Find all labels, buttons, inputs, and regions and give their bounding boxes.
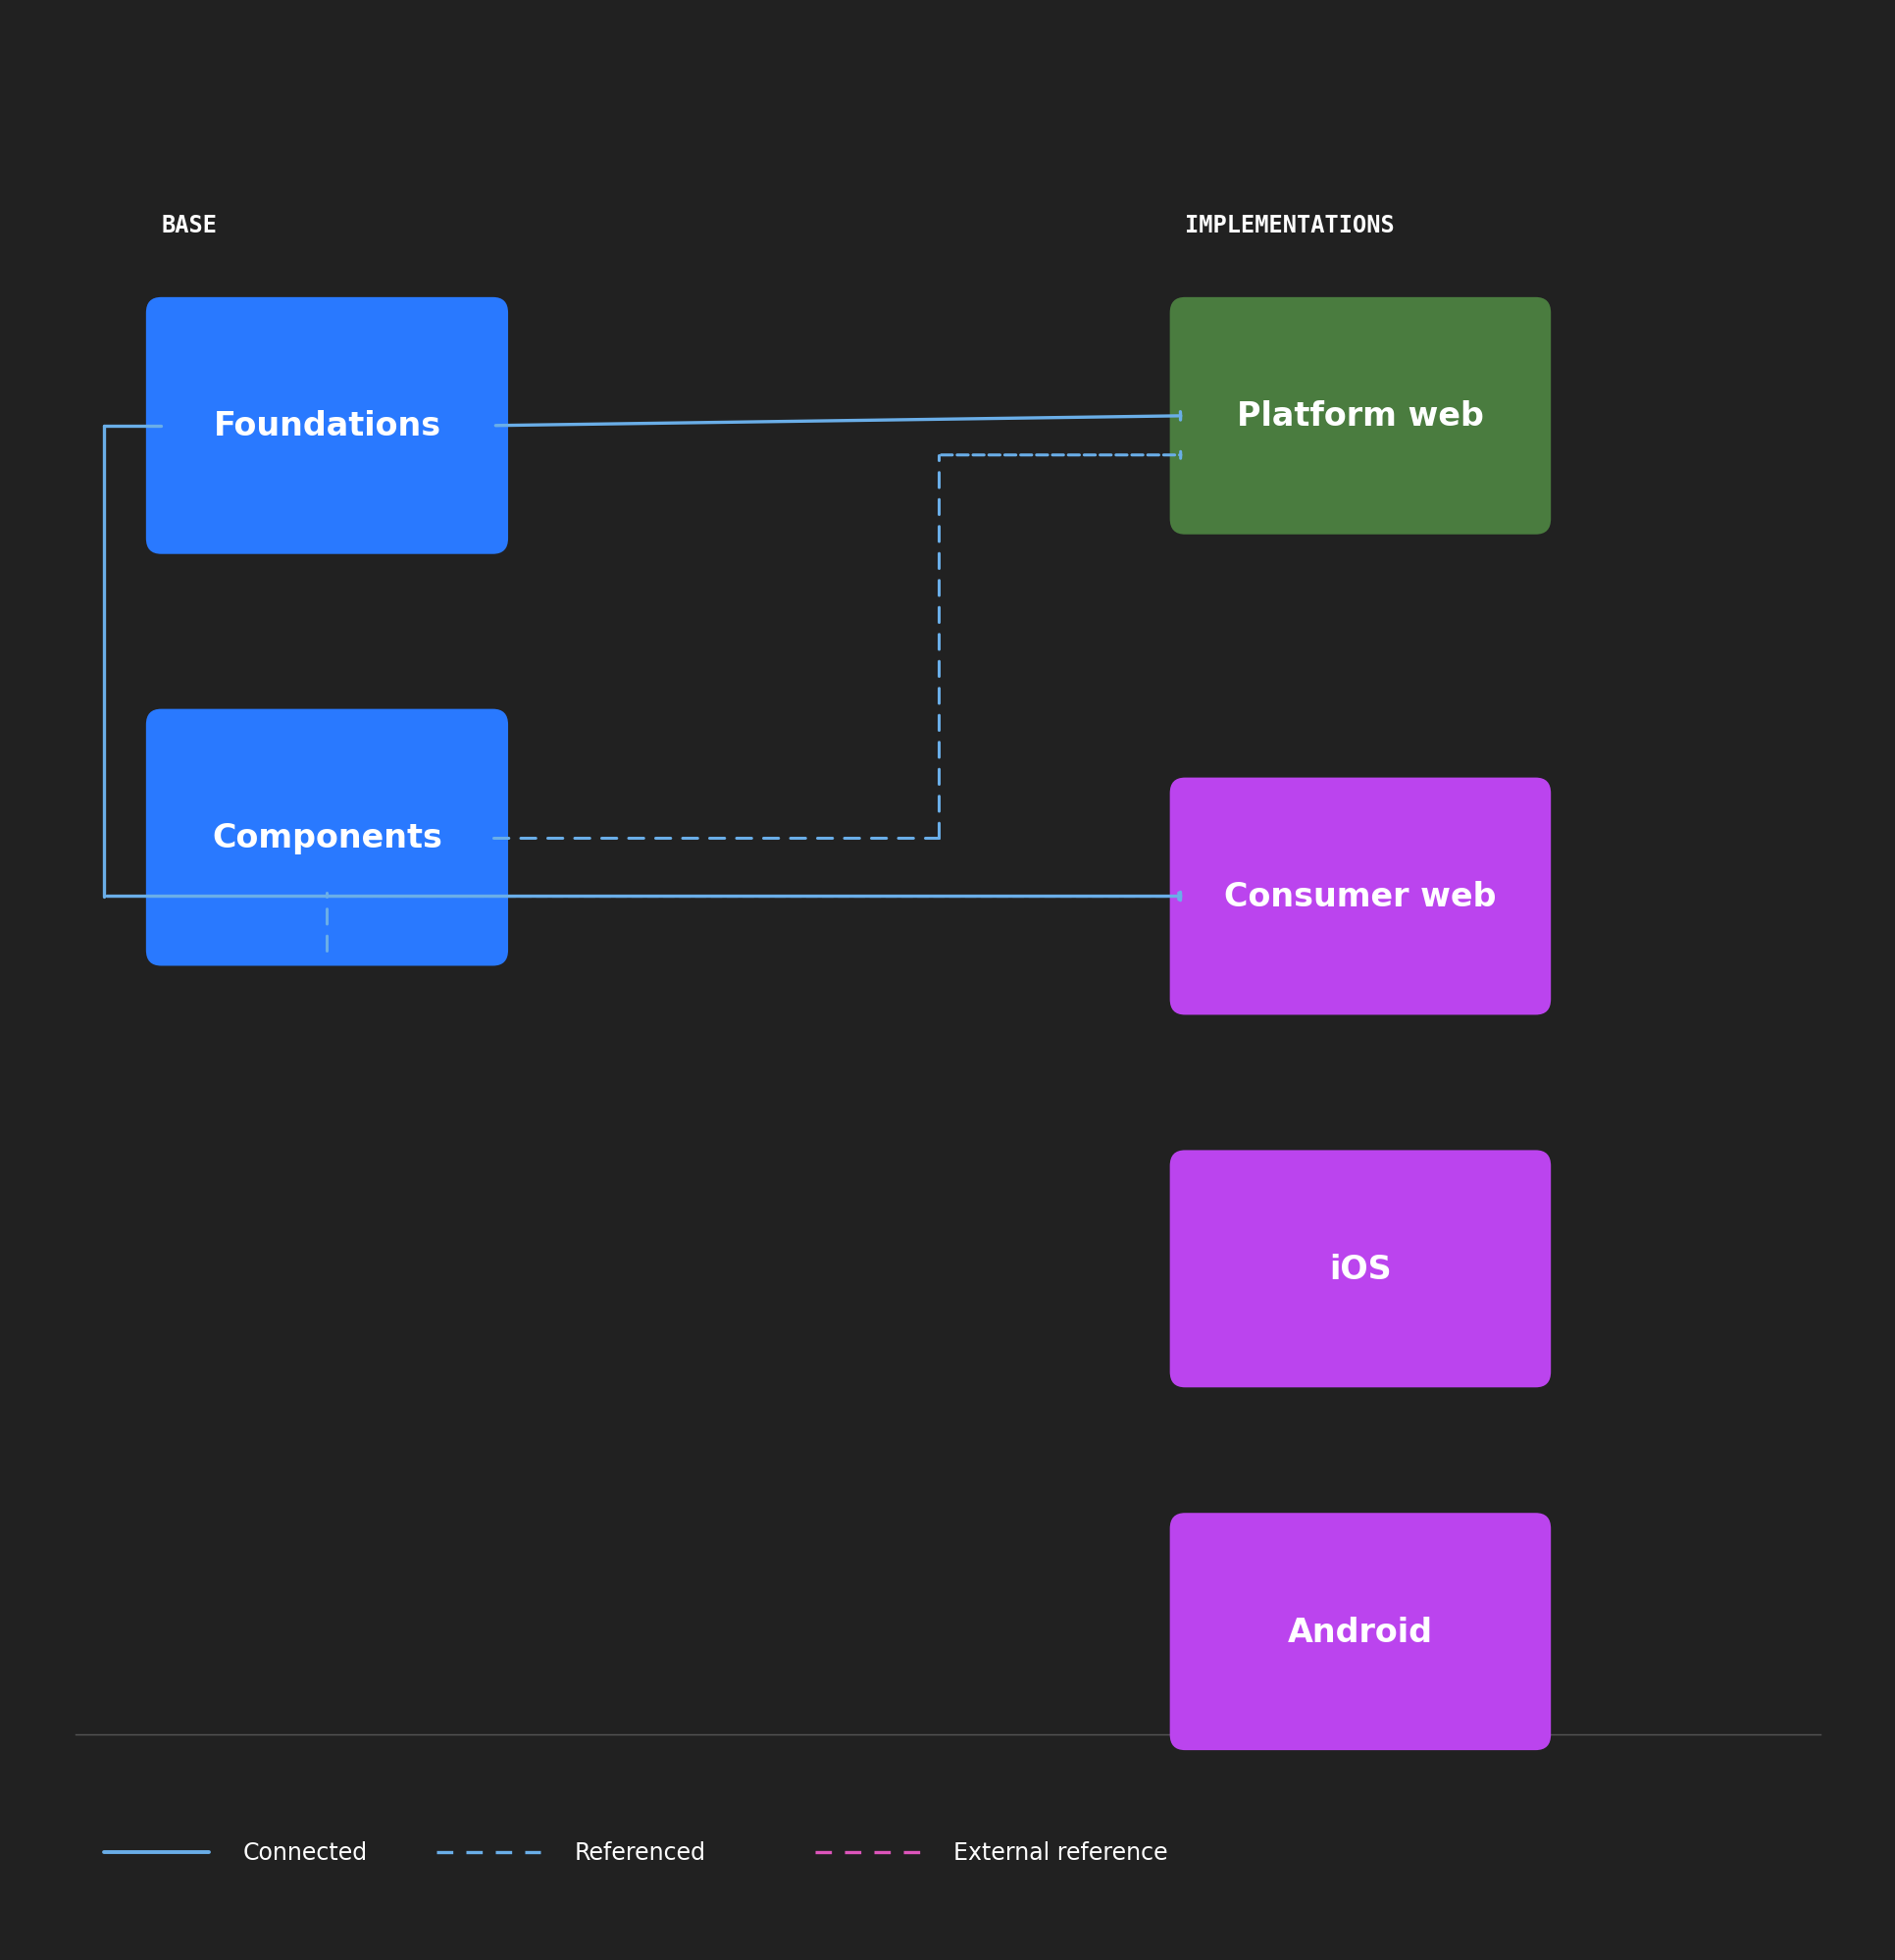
Text: Consumer web: Consumer web xyxy=(1224,880,1495,913)
Text: Foundations: Foundations xyxy=(212,410,442,443)
Text: Components: Components xyxy=(212,821,442,855)
FancyBboxPatch shape xyxy=(1169,298,1550,535)
Text: IMPLEMENTATIONS: IMPLEMENTATIONS xyxy=(1184,214,1395,237)
FancyBboxPatch shape xyxy=(1169,1513,1550,1750)
Text: External reference: External reference xyxy=(953,1840,1167,1864)
Text: Platform web: Platform web xyxy=(1236,400,1484,433)
FancyBboxPatch shape xyxy=(146,710,508,966)
Text: Referenced: Referenced xyxy=(574,1840,705,1864)
Text: iOS: iOS xyxy=(1328,1252,1391,1286)
Text: BASE: BASE xyxy=(161,214,216,237)
Text: Connected: Connected xyxy=(243,1840,368,1864)
FancyBboxPatch shape xyxy=(1169,1151,1550,1388)
FancyBboxPatch shape xyxy=(146,298,508,555)
Text: Android: Android xyxy=(1287,1615,1433,1648)
FancyBboxPatch shape xyxy=(1169,778,1550,1015)
